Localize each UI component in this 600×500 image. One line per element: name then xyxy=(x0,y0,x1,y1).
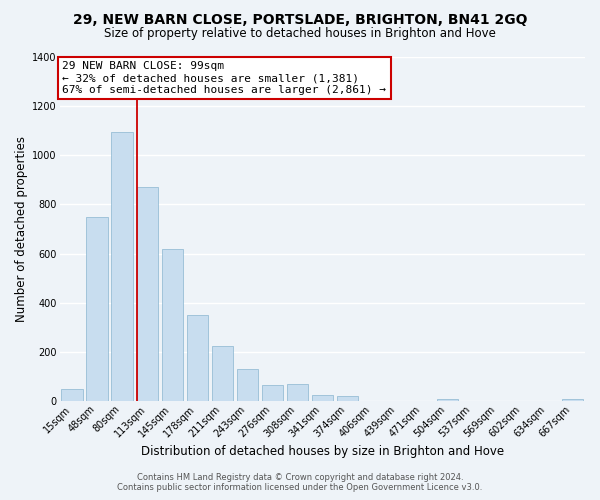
Text: Size of property relative to detached houses in Brighton and Hove: Size of property relative to detached ho… xyxy=(104,28,496,40)
Bar xyxy=(187,315,208,402)
Bar xyxy=(61,389,83,402)
Text: 29, NEW BARN CLOSE, PORTSLADE, BRIGHTON, BN41 2GQ: 29, NEW BARN CLOSE, PORTSLADE, BRIGHTON,… xyxy=(73,12,527,26)
Y-axis label: Number of detached properties: Number of detached properties xyxy=(15,136,28,322)
Bar xyxy=(437,399,458,402)
Bar xyxy=(86,216,108,402)
Bar xyxy=(137,187,158,402)
Bar xyxy=(212,346,233,402)
Bar xyxy=(161,248,183,402)
Bar xyxy=(337,396,358,402)
Text: Contains HM Land Registry data © Crown copyright and database right 2024.
Contai: Contains HM Land Registry data © Crown c… xyxy=(118,473,482,492)
Bar xyxy=(562,399,583,402)
Bar xyxy=(112,132,133,402)
Text: 29 NEW BARN CLOSE: 99sqm
← 32% of detached houses are smaller (1,381)
67% of sem: 29 NEW BARN CLOSE: 99sqm ← 32% of detach… xyxy=(62,62,386,94)
Bar xyxy=(311,395,333,402)
Bar xyxy=(262,385,283,402)
Bar xyxy=(236,369,258,402)
X-axis label: Distribution of detached houses by size in Brighton and Hove: Distribution of detached houses by size … xyxy=(141,444,504,458)
Bar xyxy=(287,384,308,402)
